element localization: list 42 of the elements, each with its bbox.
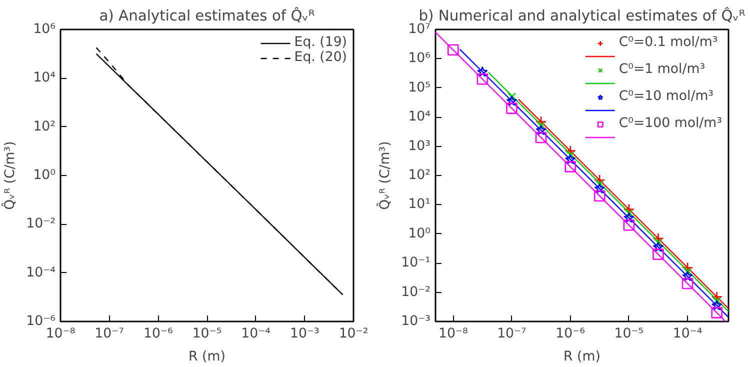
- y-axis-title: Q̂ᵥᴿ (C/m³): [2, 141, 18, 210]
- x-tick-label: 10⁻⁴: [672, 326, 702, 342]
- y-tick-label: 10⁶: [408, 51, 431, 66]
- y-tick-label: 10⁻¹: [401, 256, 431, 271]
- y-tick-label: 10²: [33, 119, 56, 134]
- legend-label: Eq. (20): [294, 50, 347, 65]
- x-tick-label: 10⁻⁷: [497, 326, 526, 342]
- y-tick-label: 10⁴: [33, 70, 56, 86]
- x-axis-title: R (m): [188, 350, 226, 364]
- legend-label: C⁰=100 mol/m³: [618, 116, 722, 131]
- x-tick-label: 10⁻⁵: [614, 326, 644, 342]
- chart-title: a) Analytical estimates of Q̂ᵥᴿ: [99, 6, 316, 24]
- legend-label: Eq. (19): [294, 35, 347, 50]
- x-tick-label: 10⁻⁷: [94, 326, 124, 342]
- y-tick-label: 10⁵: [408, 80, 431, 96]
- x-tick-label: 10⁻⁸: [46, 326, 76, 342]
- y-tick-label: 10³: [408, 138, 431, 154]
- x-tick-label: 10⁻⁵: [192, 326, 222, 342]
- y-tick-label: 10⁷: [408, 22, 431, 37]
- x-tick-label: 10⁻⁴: [241, 326, 271, 342]
- y-tick-label: 10⁻²: [401, 284, 431, 300]
- y-tick-label: 10⁰: [33, 168, 56, 183]
- x-tick-label: 10⁻⁶: [556, 326, 586, 342]
- chart-title: b) Numerical and analytical estimates of Q̂ᵥᴿ: [418, 6, 746, 24]
- x-tick-label: 10⁻⁶: [144, 326, 173, 342]
- y-axis-title: Q̂ᵥᴿ (C/m³): [376, 141, 394, 210]
- x-tick-label: 10⁻²: [338, 326, 368, 342]
- legend-label: C⁰=1 mol/m³: [618, 62, 706, 77]
- y-tick-label: 10⁻⁴: [26, 265, 56, 280]
- y-tick-label: 10⁶: [33, 22, 56, 37]
- y-tick-label: 10⁴: [408, 110, 431, 125]
- legend-label: C⁰=10 mol/m³: [618, 89, 714, 104]
- y-tick-label: 10⁻³: [401, 314, 431, 329]
- x-tick-label: 10⁻⁸: [438, 326, 468, 342]
- x-tick-label: 10⁻³: [290, 326, 320, 342]
- y-tick-label: 10¹: [408, 197, 431, 212]
- y-tick-label: 10⁻²: [26, 216, 56, 232]
- legend-label: C⁰=0.1 mol/m³: [618, 35, 718, 50]
- y-tick-label: 10⁻⁶: [26, 314, 56, 329]
- y-tick-label: 10⁰: [408, 226, 431, 242]
- y-tick-label: 10²: [408, 168, 431, 183]
- x-axis-title: R (m): [564, 350, 600, 364]
